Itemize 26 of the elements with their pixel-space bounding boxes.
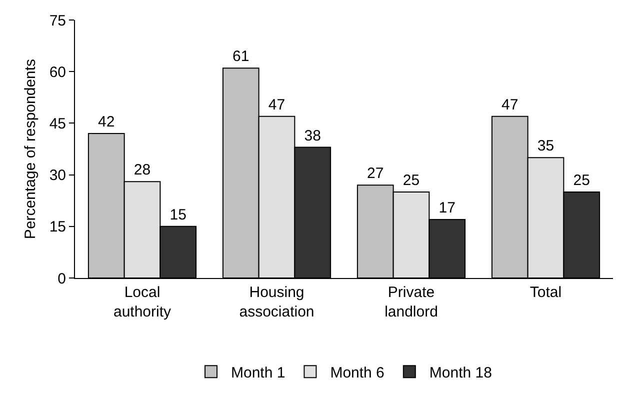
y-tick-label: 0 xyxy=(58,270,66,288)
data-label: 61 xyxy=(232,48,250,66)
data-label: 35 xyxy=(537,138,554,155)
y-tick-label: 30 xyxy=(49,167,66,184)
x-tick-label: Private landlord xyxy=(384,284,438,320)
y-tick-label: 15 xyxy=(49,218,66,236)
legend-label: Month 6 xyxy=(330,364,384,382)
y-axis-title: Percentage of respondents xyxy=(22,58,39,240)
data-label: 47 xyxy=(502,96,518,114)
x-tick-label: Total xyxy=(530,284,562,301)
data-label: 15 xyxy=(170,206,186,224)
data-label: 25 xyxy=(402,172,420,189)
data-label: 27 xyxy=(367,165,384,182)
data-label: 17 xyxy=(438,200,456,217)
x-tick-label: Housing association xyxy=(239,284,314,320)
data-label: 28 xyxy=(134,162,151,179)
x-tick-label: Local authority xyxy=(113,284,172,320)
data-label: 42 xyxy=(98,114,115,131)
y-tick-label: 45 xyxy=(49,115,66,132)
data-label: 25 xyxy=(573,172,590,189)
legend-label: Month 1 xyxy=(231,364,286,382)
y-tick-label: 60 xyxy=(49,64,66,81)
data-label: 38 xyxy=(304,127,321,144)
y-tick-label: 75 xyxy=(49,12,66,30)
legend-label: Month 18 xyxy=(429,364,492,382)
data-label: 47 xyxy=(268,96,286,114)
